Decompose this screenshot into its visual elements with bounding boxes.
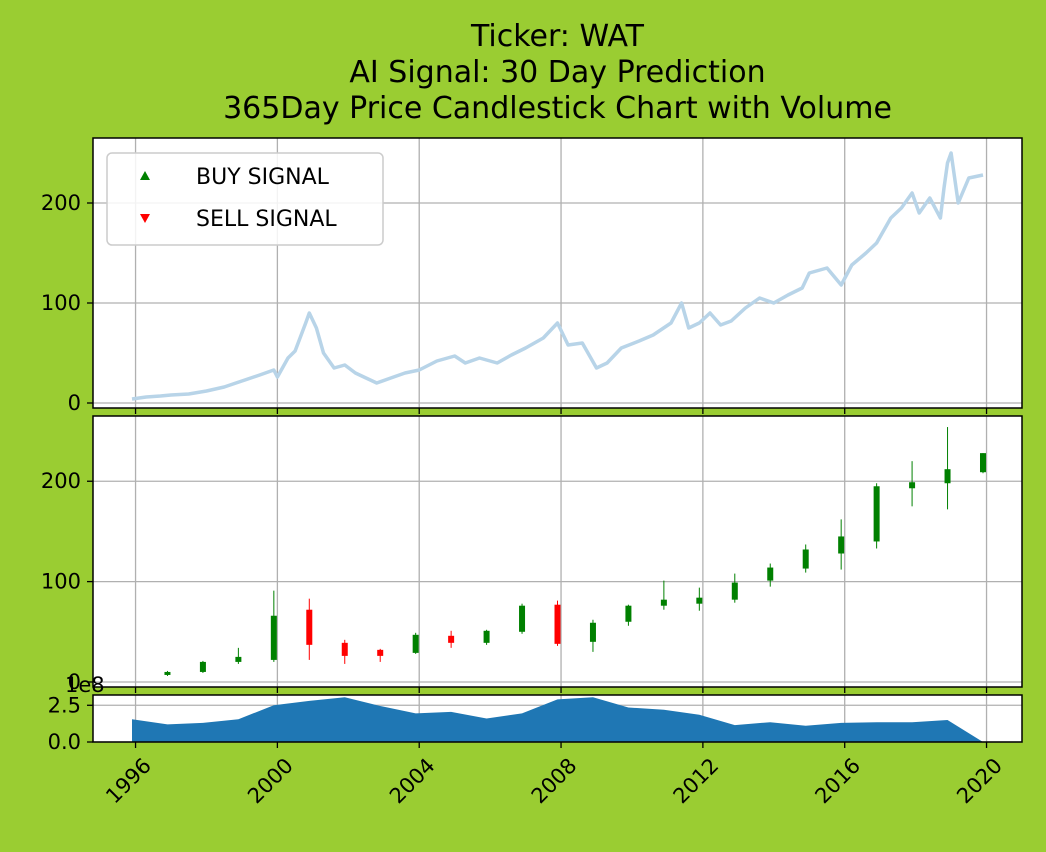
candle-body [873,486,880,542]
price-line [131,151,984,401]
candle-panel-face [93,416,1022,687]
title-line-description: 365Day Price Candlestick Chart with Volu… [223,91,892,126]
xtick-label: 1996 [101,753,156,808]
xtick-label: 2004 [385,753,440,808]
candle-panel-frame [92,415,1023,688]
xtick-label: 2012 [669,753,724,808]
volume-area [132,697,983,742]
title-line-ticker: Ticker: WAT [470,19,645,54]
candle-body [412,634,419,653]
candle-body [235,656,242,662]
candle-body [979,453,986,473]
price-ytick-label: 100 [41,291,81,315]
candle-body [554,604,561,644]
price-panel-frame [92,137,1023,409]
title-line-signal: AI Signal: 30 Day Prediction [349,55,765,90]
legend-box [106,152,384,246]
xtick-label: 2016 [810,753,865,808]
candle-body [519,605,526,632]
candle-body [731,582,738,600]
legend: BUY SIGNAL SELL SIGNAL [106,152,384,246]
volume-offset-label: 1e8 [65,673,105,697]
xtick-label: 2020 [952,753,1007,808]
chart-title: Ticker: WAT AI Signal: 30 Day Prediction… [223,19,892,126]
volume-ytick-label: 0.0 [48,730,81,754]
candle-body [448,635,455,643]
price-ytick-label: 0 [68,391,81,415]
candle-body [270,615,277,660]
candle-body [483,630,490,643]
xtick-label: 2000 [243,753,298,808]
candle-ytick-label: 0 [68,670,81,694]
candle-body [199,661,206,672]
candle-body [909,482,916,489]
candle-body [838,536,845,554]
candle-body [377,649,384,656]
candle-body [306,609,313,645]
legend-buy-marker [140,171,150,180]
xtick-label: 2008 [527,753,582,808]
volume-panel-frame [92,694,1023,743]
price-ytick-label: 200 [41,191,81,215]
candle-ytick-label: 100 [41,570,81,594]
candle-body [696,597,703,604]
candle-body [341,642,348,656]
legend-sell-label: SELL SIGNAL [196,207,337,232]
candle-body [660,599,667,606]
candle-body [767,567,774,581]
legend-buy-label: BUY SIGNAL [196,165,330,190]
candle-body [802,549,809,569]
candle-body [589,622,596,642]
candle-body [164,671,171,675]
legend-sell-marker [140,214,150,223]
candle-body [625,605,632,622]
candle-ytick-label: 200 [41,469,81,493]
volume-ytick-label: 2.5 [48,693,81,717]
candle-body [944,469,951,484]
